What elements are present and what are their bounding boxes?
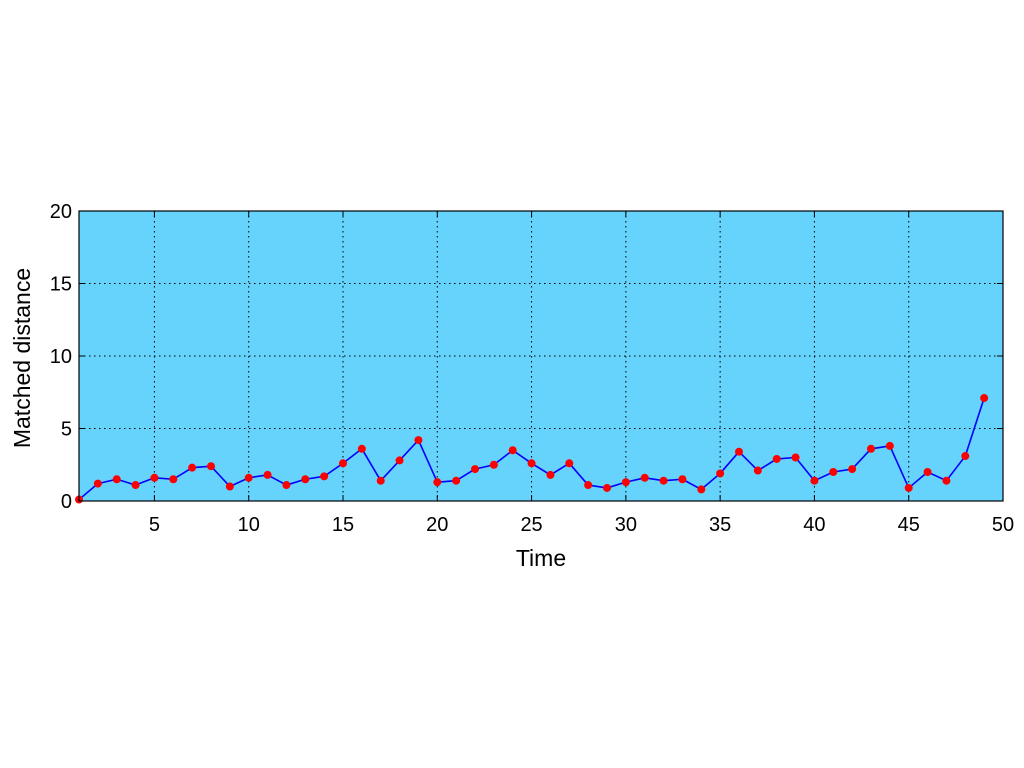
x-tick-label: 5 [149, 514, 160, 536]
data-point [603, 483, 611, 492]
data-point [923, 468, 932, 476]
data-point [414, 436, 423, 445]
data-point [395, 456, 404, 465]
data-point [131, 481, 140, 490]
data-point [716, 469, 725, 478]
y-tick-label: 15 [50, 274, 72, 296]
x-tick-label: 10 [238, 514, 260, 536]
data-point [93, 479, 102, 488]
data-point [320, 472, 329, 481]
x-axis-ticks: 5 10 15 20 25 30 35 40 45 50 [149, 211, 1014, 536]
x-tick-label: 15 [332, 514, 354, 536]
x-tick-label: 40 [803, 514, 825, 536]
data-point [942, 476, 951, 485]
data-point [697, 485, 706, 494]
data-point [829, 468, 838, 476]
x-axis-title: Time [516, 545, 566, 571]
data-point [263, 470, 272, 479]
data-point [904, 483, 913, 492]
data-point [678, 475, 687, 484]
data-point [207, 462, 215, 471]
data-point [848, 465, 857, 474]
y-axis-ticks: 0 5 10 15 20 [50, 201, 1003, 513]
x-tick-label: 45 [898, 514, 920, 536]
data-point [659, 476, 668, 485]
data-point [489, 460, 498, 469]
data-point [433, 478, 442, 487]
data-point [735, 447, 743, 456]
data-point [867, 444, 875, 453]
data-point [282, 481, 291, 490]
data-point [753, 466, 762, 475]
data-point [339, 459, 347, 468]
y-tick-label: 0 [61, 491, 72, 513]
data-point [471, 465, 479, 474]
y-tick-label: 5 [61, 419, 72, 441]
plot-frame [78, 210, 1004, 502]
data-point [188, 463, 197, 472]
y-tick-label: 20 [50, 201, 72, 223]
data-point [961, 452, 970, 461]
data-point [169, 475, 178, 484]
x-tick-label: 20 [426, 514, 448, 536]
series-markers [75, 394, 989, 504]
grid [79, 211, 1003, 501]
data-point [885, 441, 894, 450]
y-axis-title: Matched distance [9, 268, 35, 448]
data-point [546, 470, 555, 479]
data-point [980, 394, 989, 403]
data-point [621, 478, 630, 487]
data-point [810, 476, 819, 485]
data-point [244, 473, 253, 482]
data-point [112, 475, 121, 484]
x-tick-label: 30 [615, 514, 637, 536]
data-point [452, 476, 461, 485]
data-point [225, 482, 234, 491]
data-point [772, 454, 781, 463]
data-point [565, 459, 574, 468]
x-tick-label: 25 [520, 514, 542, 536]
data-point [584, 481, 593, 490]
data-point [508, 446, 517, 455]
y-tick-label: 10 [50, 346, 72, 368]
data-point [301, 475, 310, 484]
data-point [357, 444, 366, 453]
x-tick-label: 50 [992, 514, 1014, 536]
data-point [150, 473, 159, 482]
data-point [791, 453, 800, 462]
x-tick-label: 35 [709, 514, 731, 536]
data-point [527, 459, 536, 468]
data-point [376, 476, 385, 485]
data-point [640, 473, 649, 482]
